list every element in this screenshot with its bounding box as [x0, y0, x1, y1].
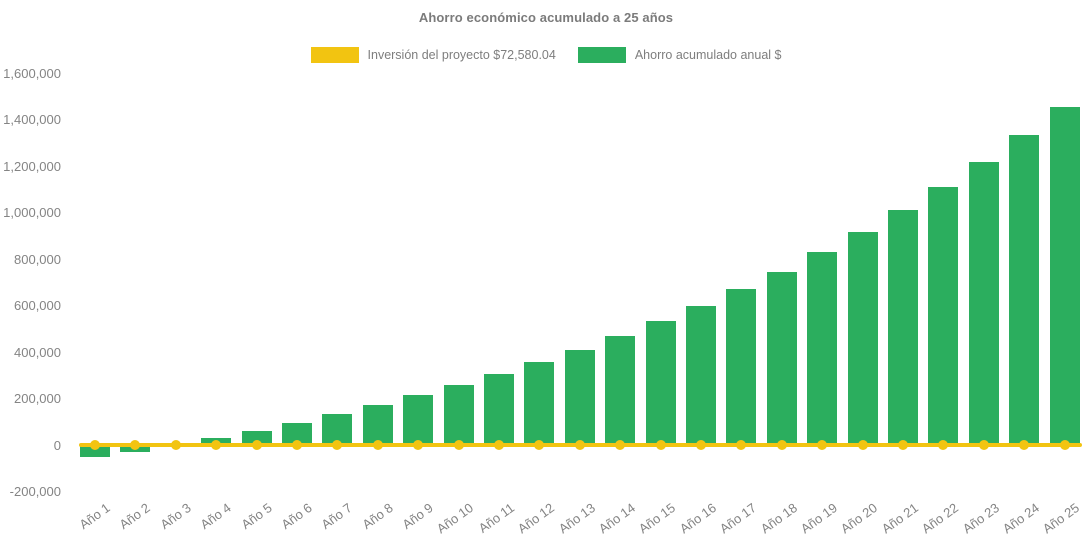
bar-año-14	[605, 335, 636, 445]
x-axis-label: Año 13	[555, 500, 598, 537]
investment-line-marker	[857, 440, 868, 450]
y-axis-label: 1,400,000	[3, 112, 61, 127]
investment-line-marker	[332, 440, 343, 450]
x-axis-label: Año 12	[515, 500, 558, 537]
investment-line-marker	[696, 440, 706, 450]
investment-line-marker	[90, 440, 100, 450]
x-axis-label: Año 19	[797, 500, 841, 537]
investment-line-marker	[938, 440, 949, 450]
y-axis-label: 200,000	[14, 391, 61, 406]
chart-title: Ahorro económico acumulado a 25 años	[418, 10, 674, 25]
bar-año-17	[726, 289, 757, 445]
y-axis-label: 0	[53, 437, 61, 453]
investment-line-marker	[372, 440, 383, 450]
legend-label-ahorro: Ahorro acumulado anual $	[634, 48, 782, 62]
y-axis-label: 800,000	[14, 251, 61, 267]
x-axis-label: Año 7	[318, 500, 356, 533]
x-axis-label: Año 24	[999, 500, 1043, 537]
bar-año-1	[80, 445, 110, 458]
x-axis-label: Año 8	[359, 500, 396, 533]
x-axis-label: Año 2	[116, 500, 154, 533]
legend-swatch-ahorro	[577, 47, 626, 63]
investment-line-marker	[736, 440, 747, 450]
investment-line-marker	[615, 440, 626, 450]
y-axis-label: 1,600,000	[3, 65, 61, 81]
investment-line-marker	[574, 440, 585, 450]
investment-line-marker	[211, 440, 222, 450]
bar-año-5	[241, 431, 272, 445]
investment-line-marker	[817, 440, 828, 450]
investment-line-marker	[170, 440, 181, 450]
investment-line-marker	[130, 440, 141, 450]
y-axis-label: 600,000	[14, 298, 61, 313]
bar-año-6	[282, 423, 312, 445]
y-axis-label: 1,200,000	[3, 158, 61, 174]
x-axis-label: Año 3	[157, 500, 194, 533]
x-axis-label: Año 11	[475, 500, 517, 536]
legend-swatch-inversion	[310, 47, 359, 63]
x-axis-label: Año 14	[595, 500, 639, 537]
x-axis-label: Año 10	[434, 500, 477, 537]
bar-año-12	[524, 362, 555, 445]
bar-año-25	[1049, 106, 1080, 445]
investment-line-marker	[494, 440, 504, 450]
y-axis-label: 400,000	[14, 344, 61, 360]
x-axis-label: Año 21	[878, 500, 921, 537]
bar-año-19	[807, 252, 838, 445]
x-axis-label: Año 20	[838, 500, 881, 537]
investment-line-marker	[1059, 440, 1070, 450]
y-axis-label: -200,000	[9, 484, 61, 499]
bar-año-10	[443, 384, 474, 445]
bar-año-23	[968, 161, 999, 445]
x-axis-label: Año 25	[1040, 500, 1083, 537]
bar-año-21	[888, 210, 918, 445]
x-axis-label: Año 23	[959, 500, 1002, 537]
bar-año-18	[766, 271, 797, 445]
x-axis-label: Año 5	[238, 500, 275, 533]
bar-año-15	[645, 321, 676, 445]
bar-año-20	[847, 232, 878, 445]
bar-año-7	[322, 413, 353, 445]
x-axis-label: Año 6	[278, 500, 315, 533]
x-axis-label: Año 15	[636, 500, 679, 537]
investment-line-marker	[453, 440, 464, 450]
x-axis-label: Año 1	[76, 500, 113, 533]
x-axis-label: Año 18	[757, 500, 800, 537]
investment-line-marker	[655, 440, 666, 450]
investment-line-marker	[776, 440, 787, 450]
bar-año-24	[1009, 135, 1040, 445]
x-axis-label: Año 16	[676, 500, 719, 537]
legend-label-inversion: Inversión del proyecto $72,580.04	[367, 48, 556, 62]
bar-año-13	[564, 350, 595, 445]
x-axis-label: Año 4	[197, 500, 235, 533]
investment-line-marker	[978, 440, 989, 450]
investment-line-marker	[898, 440, 908, 450]
investment-line-marker	[251, 440, 262, 450]
x-axis-label: Año 17	[717, 500, 760, 537]
investment-line-marker	[413, 440, 424, 450]
investment-line-marker	[534, 440, 545, 450]
investment-line-marker	[1019, 440, 1030, 450]
bar-año-22	[928, 186, 959, 445]
bar-año-16	[686, 305, 716, 445]
bar-año-11	[484, 373, 514, 445]
bar-año-9	[403, 395, 434, 445]
bar-año-8	[362, 405, 393, 445]
x-axis-label: Año 9	[399, 500, 437, 533]
investment-line-marker	[292, 440, 302, 450]
y-axis-label: 1,000,000	[3, 205, 61, 220]
x-axis-label: Año 22	[919, 500, 962, 537]
legend: Inversión del proyecto $72,580.04 Ahorro…	[0, 47, 1092, 63]
